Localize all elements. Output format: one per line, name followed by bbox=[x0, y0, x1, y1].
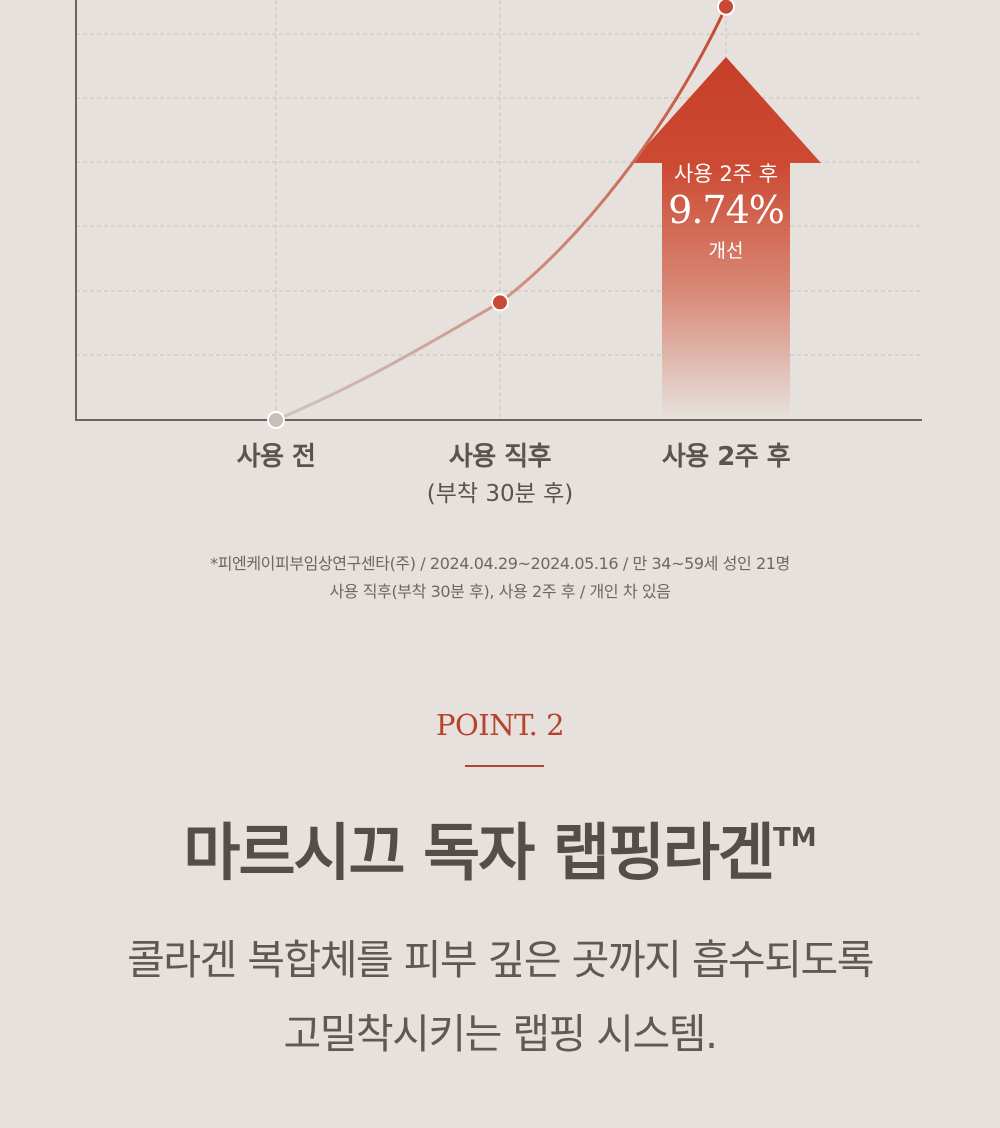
point-divider bbox=[465, 765, 544, 767]
data-point bbox=[491, 293, 509, 312]
arrow-value: 9.74% bbox=[668, 188, 785, 232]
x-tick-label: 사용 2주 후 bbox=[661, 442, 791, 472]
x-tick-label: 사용 전 bbox=[236, 442, 316, 472]
footnote-line: 사용 직후(부착 30분 후), 사용 2주 후 / 개인 차 있음 bbox=[329, 582, 671, 601]
footnote-line: *피엔케이피부임상연구센타(주) / 2024.04.29~2024.05.16… bbox=[210, 554, 790, 573]
grid-lines bbox=[76, 0, 922, 420]
highlight-arrow bbox=[631, 57, 821, 418]
description-line: 콜라겐 복합체를 피부 깊은 곳까지 흡수되도록 bbox=[127, 936, 874, 984]
arrow-tail: 개선 bbox=[708, 240, 744, 262]
headline-text: 마르시끄 독자 랩핑라겐 bbox=[183, 816, 775, 889]
x-tick-sublabel: (부착 30분 후) bbox=[426, 481, 574, 507]
point-label: POINT. 2 bbox=[435, 708, 565, 742]
arrow-shape bbox=[631, 57, 821, 418]
series-line bbox=[267, 0, 735, 429]
data-point bbox=[717, 0, 735, 16]
description-line: 고밀착시키는 랩핑 시스템. bbox=[283, 1010, 718, 1058]
chart-area bbox=[75, 0, 922, 429]
x-tick-label: 사용 직후 bbox=[448, 442, 552, 472]
headline: 마르시끄 독자 랩핑라겐TM bbox=[0, 802, 1000, 892]
series-curve bbox=[275, 6, 728, 422]
trademark-mark: TM bbox=[772, 823, 817, 854]
arrow-caption: 사용 2주 후 bbox=[674, 162, 778, 186]
data-point bbox=[267, 411, 285, 429]
